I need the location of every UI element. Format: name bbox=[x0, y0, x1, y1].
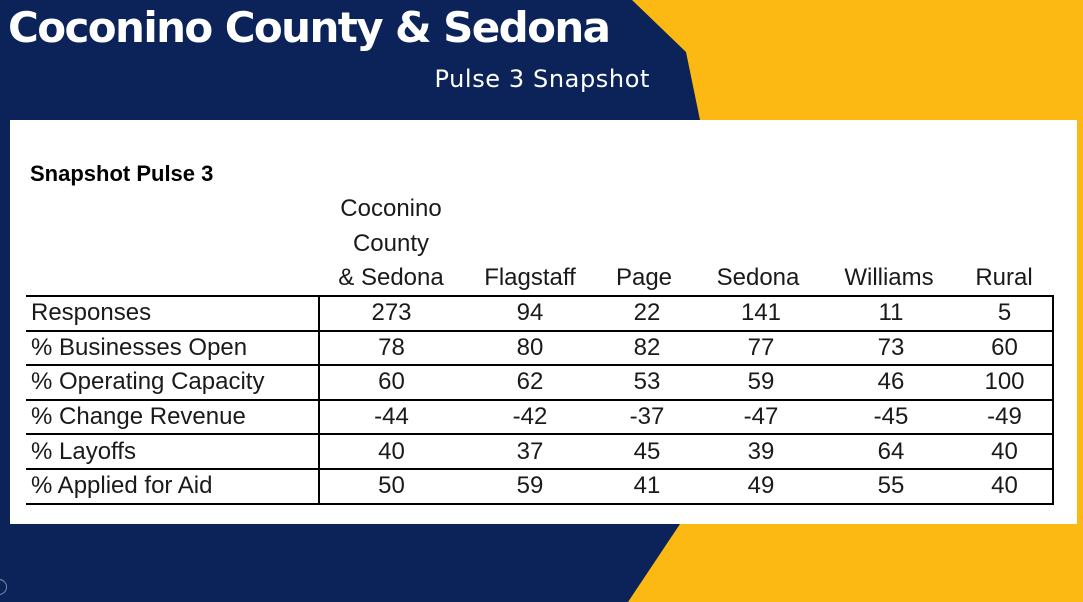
table-cell: 50 bbox=[319, 467, 463, 505]
column-header-coconino: Coconino County & Sedona bbox=[311, 192, 471, 296]
column-header-line: Page bbox=[615, 264, 673, 291]
table-cell: 59 bbox=[697, 364, 825, 401]
column-header-line: County bbox=[352, 229, 430, 257]
row-label: Responses bbox=[26, 295, 320, 332]
table-cell: 40 bbox=[957, 467, 1054, 505]
column-header-line: Sedona bbox=[716, 264, 800, 291]
page-title: Coconino County & Sedona bbox=[8, 3, 611, 52]
table-cell: 59 bbox=[463, 467, 597, 505]
table-cell: 40 bbox=[319, 433, 463, 470]
row-label: % Layoffs bbox=[26, 433, 320, 470]
table-cell: 100 bbox=[957, 364, 1054, 401]
row-label: % Operating Capacity bbox=[26, 364, 320, 401]
table-cell: -47 bbox=[697, 398, 825, 436]
table-row-applied-for-aid: % Applied for Aid 50 59 41 49 55 40 bbox=[26, 467, 1054, 505]
table-cell: 46 bbox=[825, 364, 957, 401]
row-label: % Applied for Aid bbox=[26, 467, 320, 505]
table-cell: 73 bbox=[825, 329, 957, 367]
table-cell: 64 bbox=[825, 433, 957, 470]
table-row-layoffs: % Layoffs 40 37 45 39 64 40 bbox=[26, 433, 1054, 470]
table-cell: 37 bbox=[463, 433, 597, 470]
table-cell: 53 bbox=[597, 364, 697, 401]
table-cell: -45 bbox=[825, 398, 957, 436]
table-cell: 49 bbox=[697, 467, 825, 505]
table-cell: 78 bbox=[319, 329, 463, 367]
table-cell: 40 bbox=[957, 433, 1054, 470]
column-header-page: Page bbox=[594, 261, 694, 296]
table-cell: 22 bbox=[597, 295, 697, 332]
table-cell: -44 bbox=[319, 398, 463, 436]
column-header-rural: Rural bbox=[958, 261, 1050, 296]
table-cell: -49 bbox=[957, 398, 1054, 436]
table-row-change-revenue: % Change Revenue -44 -42 -37 -47 -45 -49 bbox=[26, 398, 1054, 436]
table-cell: 80 bbox=[463, 329, 597, 367]
page-subtitle: Pulse 3 Snapshot bbox=[434, 65, 650, 93]
table-cell: 60 bbox=[957, 329, 1054, 367]
row-label: % Businesses Open bbox=[26, 329, 320, 367]
column-header-line: Coconino bbox=[340, 195, 442, 222]
snapshot-table: Responses 273 94 22 141 11 5 % Businesse… bbox=[26, 295, 1054, 505]
table-cell: 5 bbox=[957, 295, 1054, 332]
column-header-sedona: Sedona bbox=[694, 261, 822, 296]
table-heading: Snapshot Pulse 3 bbox=[30, 161, 214, 186]
table-cell: 141 bbox=[697, 295, 825, 332]
table-cell: -37 bbox=[597, 398, 697, 436]
table-row-businesses-open: % Businesses Open 78 80 82 77 73 60 bbox=[26, 329, 1054, 367]
table-cell: 94 bbox=[463, 295, 597, 332]
table-cell: 62 bbox=[463, 364, 597, 401]
row-label: % Change Revenue bbox=[26, 398, 320, 436]
column-header-line: Rural bbox=[975, 264, 1033, 291]
table-cell: 41 bbox=[597, 467, 697, 505]
table-cell: 273 bbox=[319, 295, 463, 332]
table-cell: 11 bbox=[825, 295, 957, 332]
table-cell: 82 bbox=[597, 329, 697, 367]
column-header-line: Williams bbox=[844, 264, 934, 291]
column-header-line: Flagstaff bbox=[484, 264, 576, 291]
column-header-line: & Sedona bbox=[338, 264, 444, 291]
table-cell: 39 bbox=[697, 433, 825, 470]
table-cell: 45 bbox=[597, 433, 697, 470]
table-cell: 60 bbox=[319, 364, 463, 401]
table-cell: -42 bbox=[463, 398, 597, 436]
table-cell: 55 bbox=[825, 467, 957, 505]
table-row-responses: Responses 273 94 22 141 11 5 bbox=[26, 295, 1054, 332]
table-card: Snapshot Pulse 3 Coconino County & Sedon… bbox=[10, 120, 1077, 524]
column-header-flagstaff: Flagstaff bbox=[456, 261, 604, 296]
column-header-williams: Williams bbox=[814, 261, 964, 296]
table-cell: 77 bbox=[697, 329, 825, 367]
table-row-operating-capacity: % Operating Capacity 60 62 53 59 46 100 bbox=[26, 364, 1054, 401]
